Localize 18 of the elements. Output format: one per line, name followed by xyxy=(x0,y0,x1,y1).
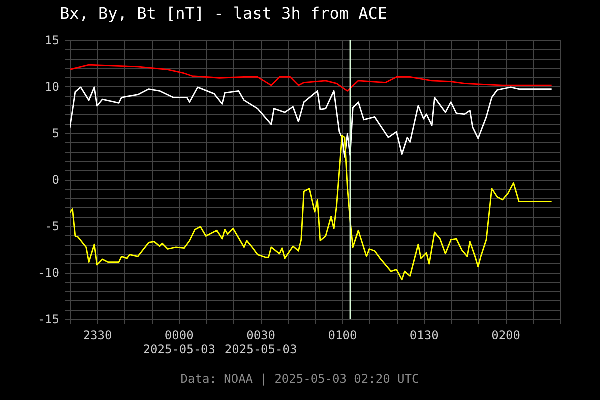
line-series xyxy=(70,135,553,281)
line-series xyxy=(70,64,553,92)
y-tick-label: -15 xyxy=(38,312,60,326)
x-tick-label: 0200 xyxy=(492,328,521,342)
text: Data: NOAA | 2025-05-03 02:20 UTC xyxy=(180,372,420,386)
y-tick-label: -10 xyxy=(38,266,60,280)
x-tick-label: 0100 xyxy=(328,328,358,342)
y-tick-label: 15 xyxy=(45,34,60,48)
x-tick-label: 0000 2025-05-03 xyxy=(143,328,216,356)
y-tick-label: -5 xyxy=(45,220,60,234)
x-tick-label: 0030 2025-05-03 xyxy=(224,328,298,356)
y-tick-label: 10 xyxy=(45,80,60,94)
x-tick-label: 2330 xyxy=(83,328,112,342)
chart-title: Bx, By, Bt [nT] - last 3h from ACE xyxy=(60,4,388,23)
y-tick-label: 0 xyxy=(52,173,60,187)
line-series xyxy=(70,86,553,158)
y-tick-label: 5 xyxy=(52,126,60,140)
x-tick-label: 0130 xyxy=(410,328,439,342)
